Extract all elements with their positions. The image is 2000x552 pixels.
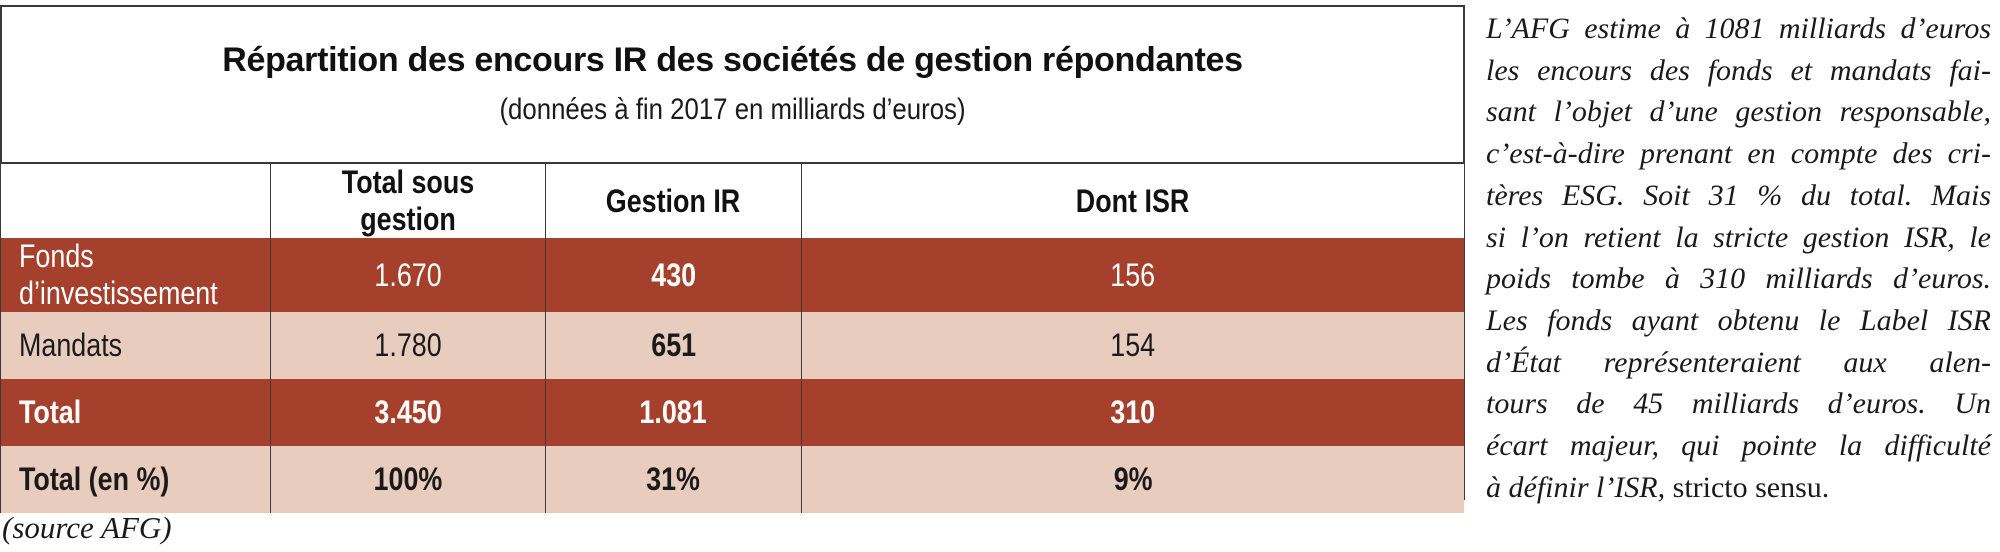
- column-header-total-sous-gestion: Total sous gestion: [270, 162, 546, 238]
- paragraph-line: Les fonds ayant obtenu le Label ISR: [1486, 303, 1991, 337]
- cell-gestion-ir: 651: [545, 312, 802, 379]
- table-row-total: Total 3.450 1.081 310: [0, 379, 1464, 446]
- cell-total-sous-gestion: 3.450: [270, 379, 546, 446]
- paragraph-line-text: à définir l’ISR,: [1486, 470, 1666, 504]
- cell-dont-isr: 310: [801, 379, 1464, 446]
- paragraph-line: d’État représenteraient aux alen-: [1486, 345, 1991, 379]
- cell-dont-isr: 9%: [801, 446, 1464, 513]
- paragraph-line-upright-tail: stricto sensu.: [1672, 470, 1830, 504]
- paragraph-line: tours de 45 milliards d’euros. Un: [1486, 387, 1991, 421]
- column-header-gestion-ir: Gestion IR: [545, 162, 802, 238]
- table-row-fonds: Fonds d’investissement 1.670 430 156: [0, 238, 1464, 312]
- cell-total-sous-gestion: 1.780: [270, 312, 546, 379]
- table-subtitle: (données à fin 2017 en milliards d’euros…: [499, 93, 966, 126]
- cell-dont-isr: 154: [801, 312, 1464, 379]
- paragraph-last-line: à définir l’ISR, stricto sensu.: [1486, 467, 1991, 509]
- row-label: Total: [0, 379, 271, 446]
- table-row-mandats: Mandats 1.780 651 154: [0, 312, 1464, 379]
- paragraph-line: L’AFG estime à 1081 milliards d’euros: [1486, 12, 1991, 45]
- paragraph-line: écart majeur, qui pointe la difficulté: [1486, 429, 1991, 463]
- cell-gestion-ir: 430: [545, 238, 802, 312]
- column-header-dont-isr: Dont ISR: [801, 162, 1464, 238]
- cell-gestion-ir: 31%: [545, 446, 802, 513]
- cell-dont-isr: 156: [801, 238, 1464, 312]
- data-table: Total sous gestion Gestion IR Dont ISR F…: [0, 162, 1464, 513]
- table-header-row: Total sous gestion Gestion IR Dont ISR: [0, 162, 1464, 238]
- cell-total-sous-gestion: 1.670: [270, 238, 546, 312]
- paragraph-line: les encours des fonds et mandats fai-: [1486, 53, 1991, 87]
- paragraph-line: tères ESG. Soit 31 % du total. Mais: [1486, 178, 1991, 212]
- table-title: Répartition des encours IR des sociétés …: [222, 41, 1243, 79]
- table-title-box: Répartition des encours IR des sociétés …: [0, 7, 1463, 162]
- source-note: (source AFG): [2, 510, 172, 545]
- cell-gestion-ir: 1.081: [545, 379, 802, 446]
- paragraph-line: sant l’objet d’une gestion responsable,: [1486, 95, 1991, 129]
- column-header-empty: [0, 162, 271, 238]
- side-paragraph: L’AFG estime à 1081 milliards d’euros le…: [1486, 8, 1991, 508]
- table-figure: Répartition des encours IR des sociétés …: [0, 5, 1465, 513]
- row-label: Total (en %): [0, 446, 271, 513]
- paragraph-line: si l’on retient la stricte gestion ISR, …: [1486, 220, 1991, 254]
- table-row-total-percent: Total (en %) 100% 31% 9%: [0, 446, 1464, 513]
- cell-total-sous-gestion: 100%: [270, 446, 546, 513]
- paragraph-line: poids tombe à 310 milliards d’euros.: [1486, 262, 1991, 296]
- paragraph-line: c’est-à-dire prenant en compte des cri-: [1486, 137, 1991, 171]
- row-label: Mandats: [0, 312, 271, 379]
- row-label: Fonds d’investissement: [0, 238, 271, 312]
